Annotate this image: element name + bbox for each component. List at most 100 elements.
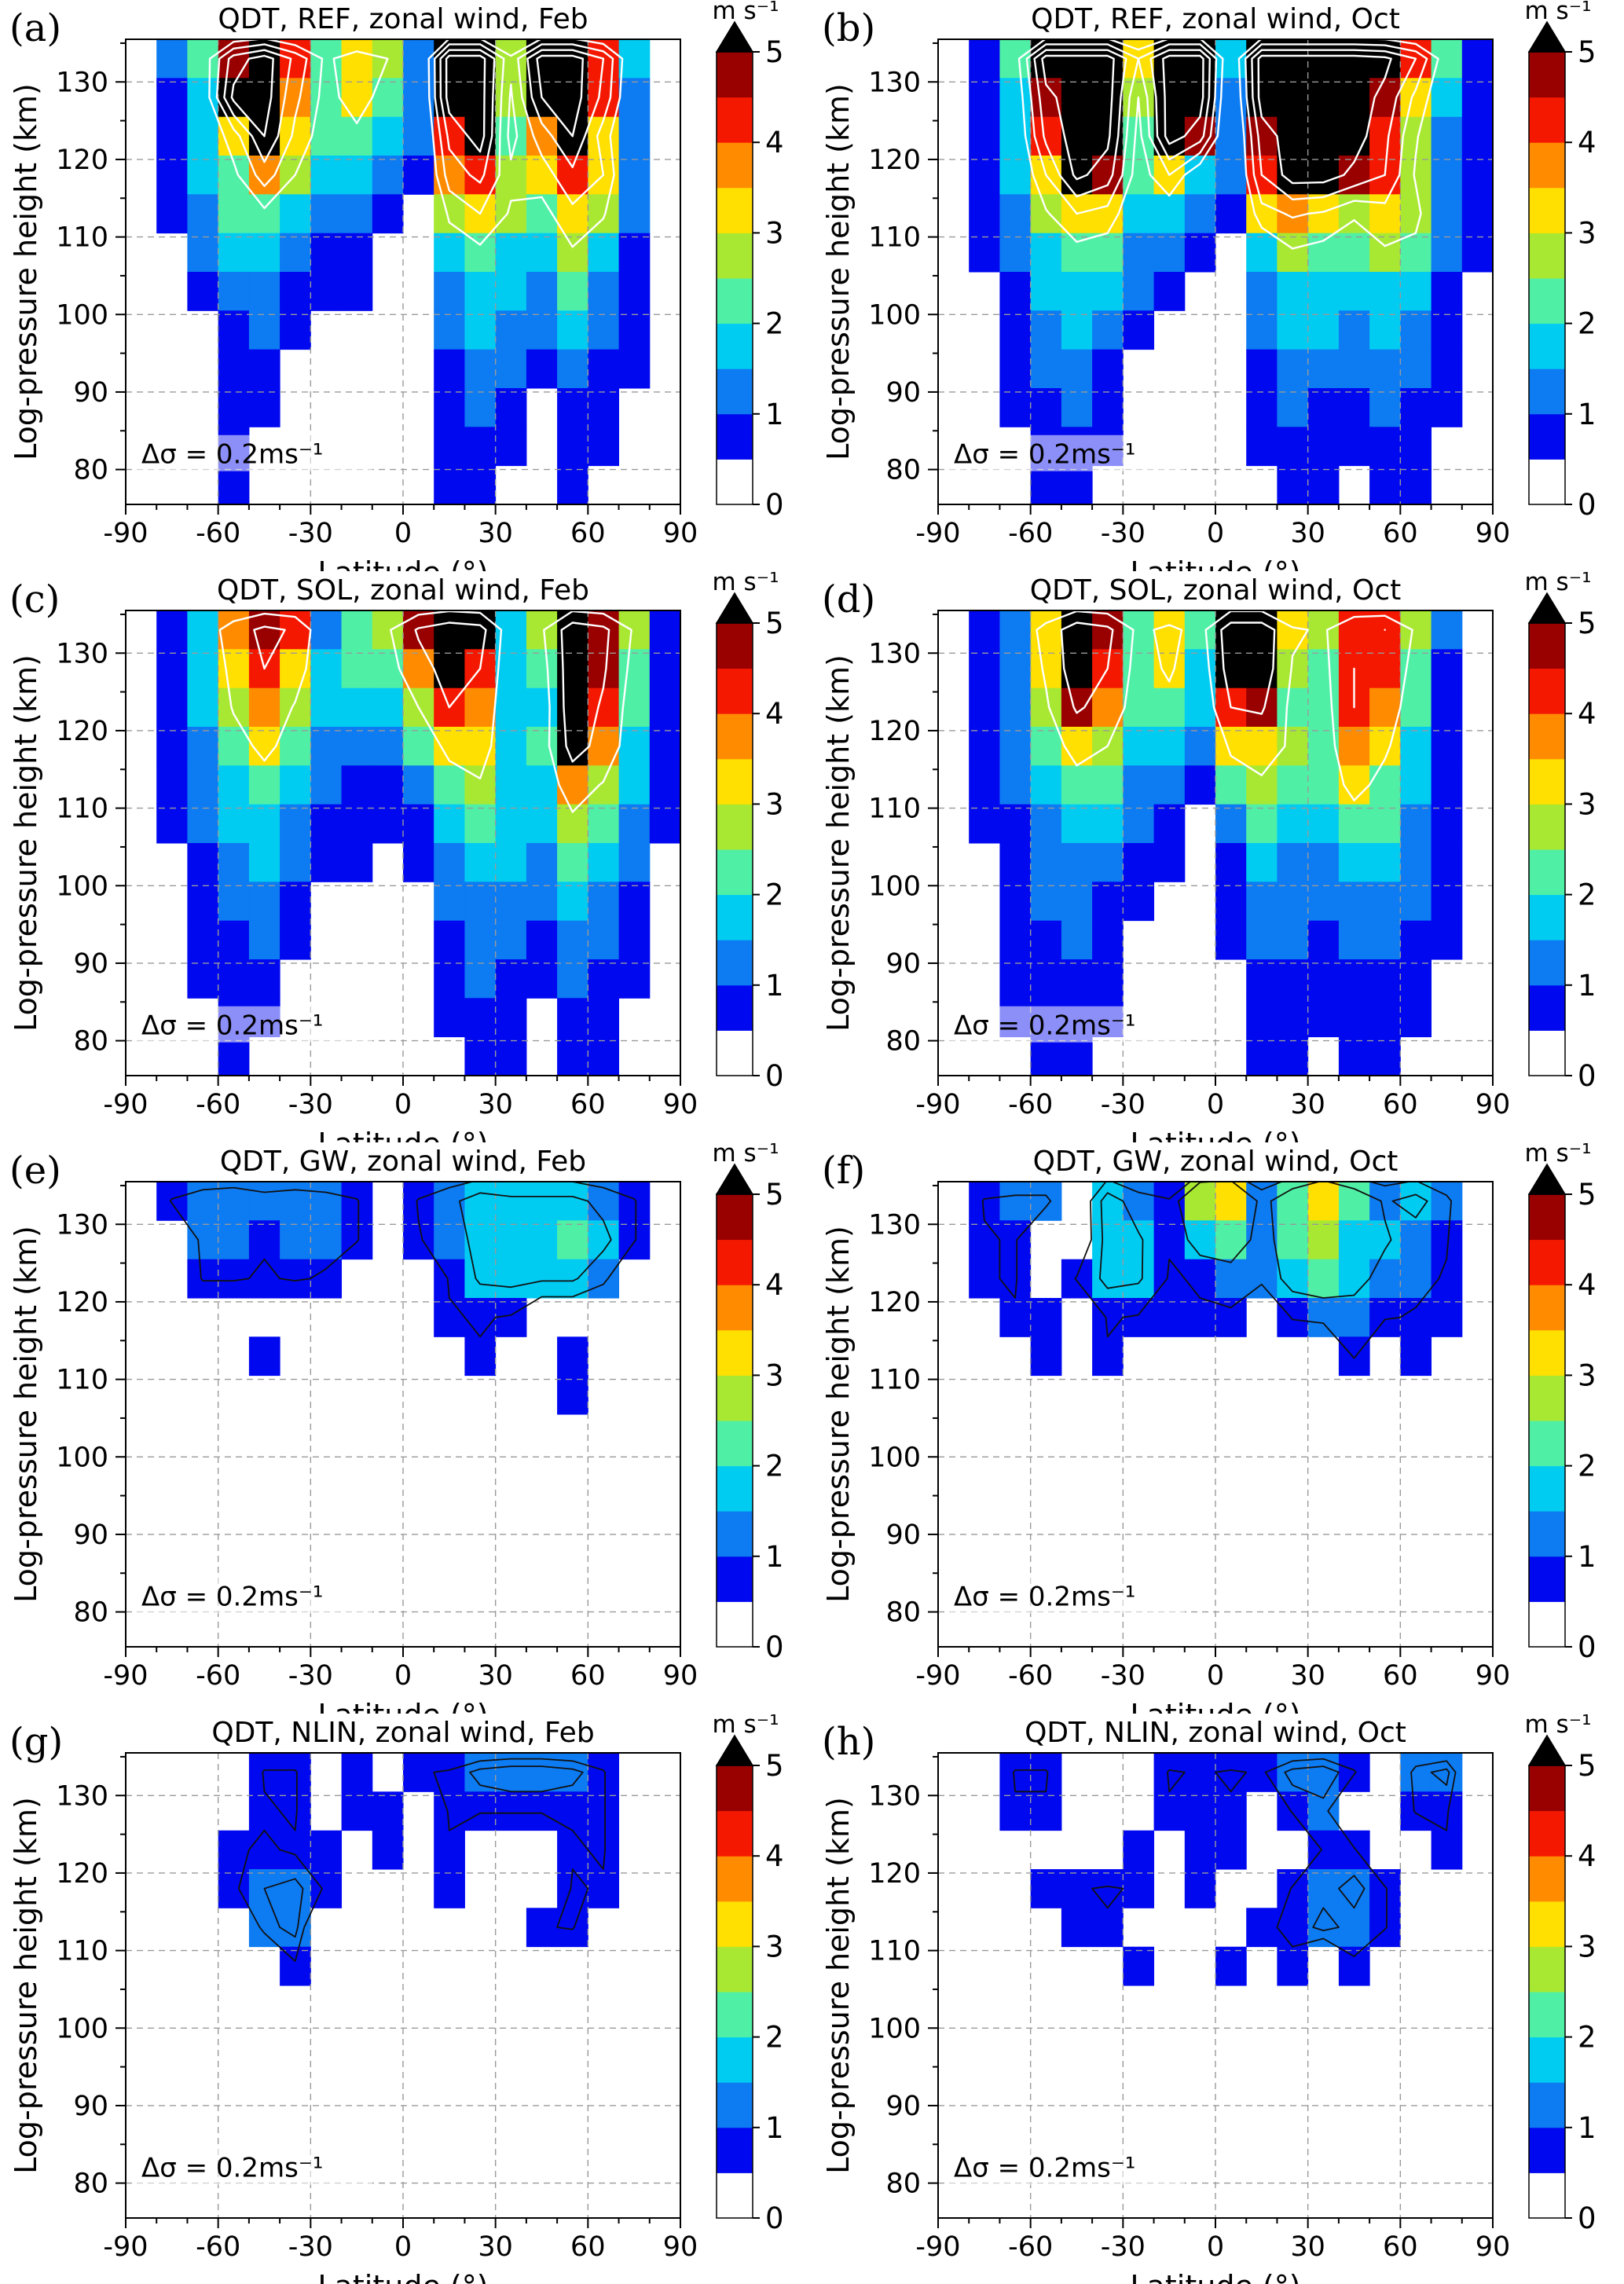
y-axis: 80 90 100 110 120 130 [56,1184,126,1629]
panel-tag: (a) [9,6,61,50]
y-tick-label: 110 [56,1365,108,1396]
colorbar-tick-label: 4 [1578,126,1597,159]
colorbar: 0 1 2 3 4 5 m s⁻¹ [713,1714,784,2235]
y-axis: 80 90 100 110 120 130 [868,1755,938,2200]
x-axis: -90 -60 -30 0 30 60 90 [103,1647,698,1692]
y-axis-label: Log-pressure height (km) [821,654,856,1032]
annotation-box [135,2148,372,2185]
colorbar-tick-label: 3 [1578,216,1597,250]
x-tick-label: 60 [1383,1089,1418,1120]
x-tick-label: -90 [915,518,960,549]
x-tick-label: 0 [1207,1089,1224,1120]
grid-lines [126,610,680,1076]
panel-tag: (e) [9,1149,61,1193]
y-tick-label: 130 [868,638,921,669]
x-axis-label: Latitude (°) [317,2269,488,2284]
colorbar-tick-label: 3 [765,1358,784,1392]
colorbar-tick-label: 5 [1578,35,1597,69]
annotation-box [135,1006,372,1043]
x-axis: -90 -60 -30 0 30 60 90 [103,2218,698,2263]
colorbar-label: m s⁻¹ [1525,1142,1592,1168]
annotation-box [135,1577,372,1614]
x-tick-label: 30 [1290,518,1325,549]
colorbar: 0 1 2 3 4 5 m s⁻¹ [1525,1714,1597,2235]
x-tick-label: 90 [1476,1660,1511,1692]
contour-lines [1036,610,1413,801]
y-tick-label: 100 [56,2013,108,2044]
colorbar-label: m s⁻¹ [1525,0,1592,25]
colorbar-over-triangle [1527,1163,1567,1195]
x-axis-label: Latitude (°) [1130,555,1300,571]
x-tick-label: -30 [1101,518,1146,549]
x-tick-label: -90 [103,1660,148,1692]
colorbar: 0 1 2 3 4 5 m s⁻¹ [713,571,784,1093]
y-tick-label: 80 [73,2169,108,2200]
contour-lines [208,39,624,248]
y-tick-label: 130 [56,1209,108,1241]
y-tick-label: 90 [885,2091,921,2122]
x-axis: -90 -60 -30 0 30 60 90 [915,1647,1510,1692]
x-axis-label: Latitude (°) [317,1127,488,1142]
panel-tag: (b) [822,6,875,50]
panel-b: -90-60-300306090Latitude (°)809010011012… [821,0,1597,571]
x-tick-label: 30 [1290,1089,1325,1120]
panel-a: -90-60-300306090Latitude (°)809010011012… [9,0,784,571]
x-tick-label: -30 [1101,1660,1146,1692]
annotation-sigma: Δσ = 0.2ms⁻¹ [141,1010,323,1042]
colorbar-tick-label: 0 [765,1630,784,1664]
colorbar-label: m s⁻¹ [1525,571,1592,596]
colorbar-tick-label: 0 [1578,488,1597,522]
x-tick-label: 0 [394,1660,412,1692]
x-axis-label: Latitude (°) [1130,1127,1300,1142]
y-tick-label: 120 [56,1858,108,1890]
y-axis-label: Log-pressure height (km) [9,654,43,1032]
heatmap-cells [969,610,1463,1076]
y-tick-label: 130 [868,1209,921,1241]
y-axis-label: Log-pressure height (km) [821,83,856,460]
y-axis-label: Log-pressure height (km) [821,1226,856,1603]
x-tick-label: 90 [663,518,698,549]
panel-title: QDT, SOL, zonal wind, Oct [1030,574,1402,607]
colorbar-over-triangle [715,592,754,624]
panel-title: QDT, REF, zonal wind, Oct [1031,3,1400,35]
colorbar-tick-label: 5 [1578,607,1597,640]
x-tick-label: 90 [1476,518,1511,549]
panel-tag: (d) [822,577,875,621]
grid-lines [126,1182,680,1647]
x-tick-label: 30 [478,1089,513,1120]
colorbar-label: m s⁻¹ [713,1714,779,1739]
colorbar-tick-label: 5 [1578,1749,1597,1783]
colorbar-label: m s⁻¹ [713,1142,779,1168]
x-tick-label: -30 [1101,1089,1146,1120]
annotation-sigma: Δσ = 0.2ms⁻¹ [954,1582,1135,1613]
colorbar-tick-label: 1 [765,2111,784,2145]
grid-lines [126,1753,680,2218]
x-tick-label: 90 [663,2231,698,2263]
y-tick-label: 130 [56,1780,108,1812]
colorbar: 0 1 2 3 4 5 m s⁻¹ [1525,571,1597,1093]
y-tick-label: 80 [885,1597,921,1629]
x-tick-label: -60 [1008,1660,1053,1692]
annotation-box [135,434,372,471]
y-tick-label: 120 [868,1287,921,1318]
colorbar-tick-label: 1 [765,398,784,431]
colorbar-tick-label: 4 [765,697,784,731]
x-tick-label: 0 [394,1089,412,1120]
y-tick-label: 80 [73,1026,108,1058]
y-axis-label: Log-pressure height (km) [9,1226,43,1603]
x-tick-label: 0 [1207,1660,1224,1692]
x-tick-label: -30 [1101,2231,1146,2263]
y-tick-label: 100 [868,871,921,902]
x-axis: -90 -60 -30 0 30 60 90 [915,2218,1510,2263]
panel-tag: (g) [9,1720,63,1764]
y-tick-label: 120 [56,145,108,176]
annotation-sigma: Δσ = 0.2ms⁻¹ [954,439,1135,471]
colorbar-label: m s⁻¹ [713,0,779,25]
colorbar-over-triangle [1527,592,1567,624]
x-tick-label: 0 [394,518,412,549]
panel-h: -90-60-300306090Latitude (°)809010011012… [821,1714,1597,2284]
y-tick-label: 120 [56,716,108,747]
panel-tag: (f) [822,1149,865,1193]
x-tick-label: 30 [1290,1660,1325,1692]
